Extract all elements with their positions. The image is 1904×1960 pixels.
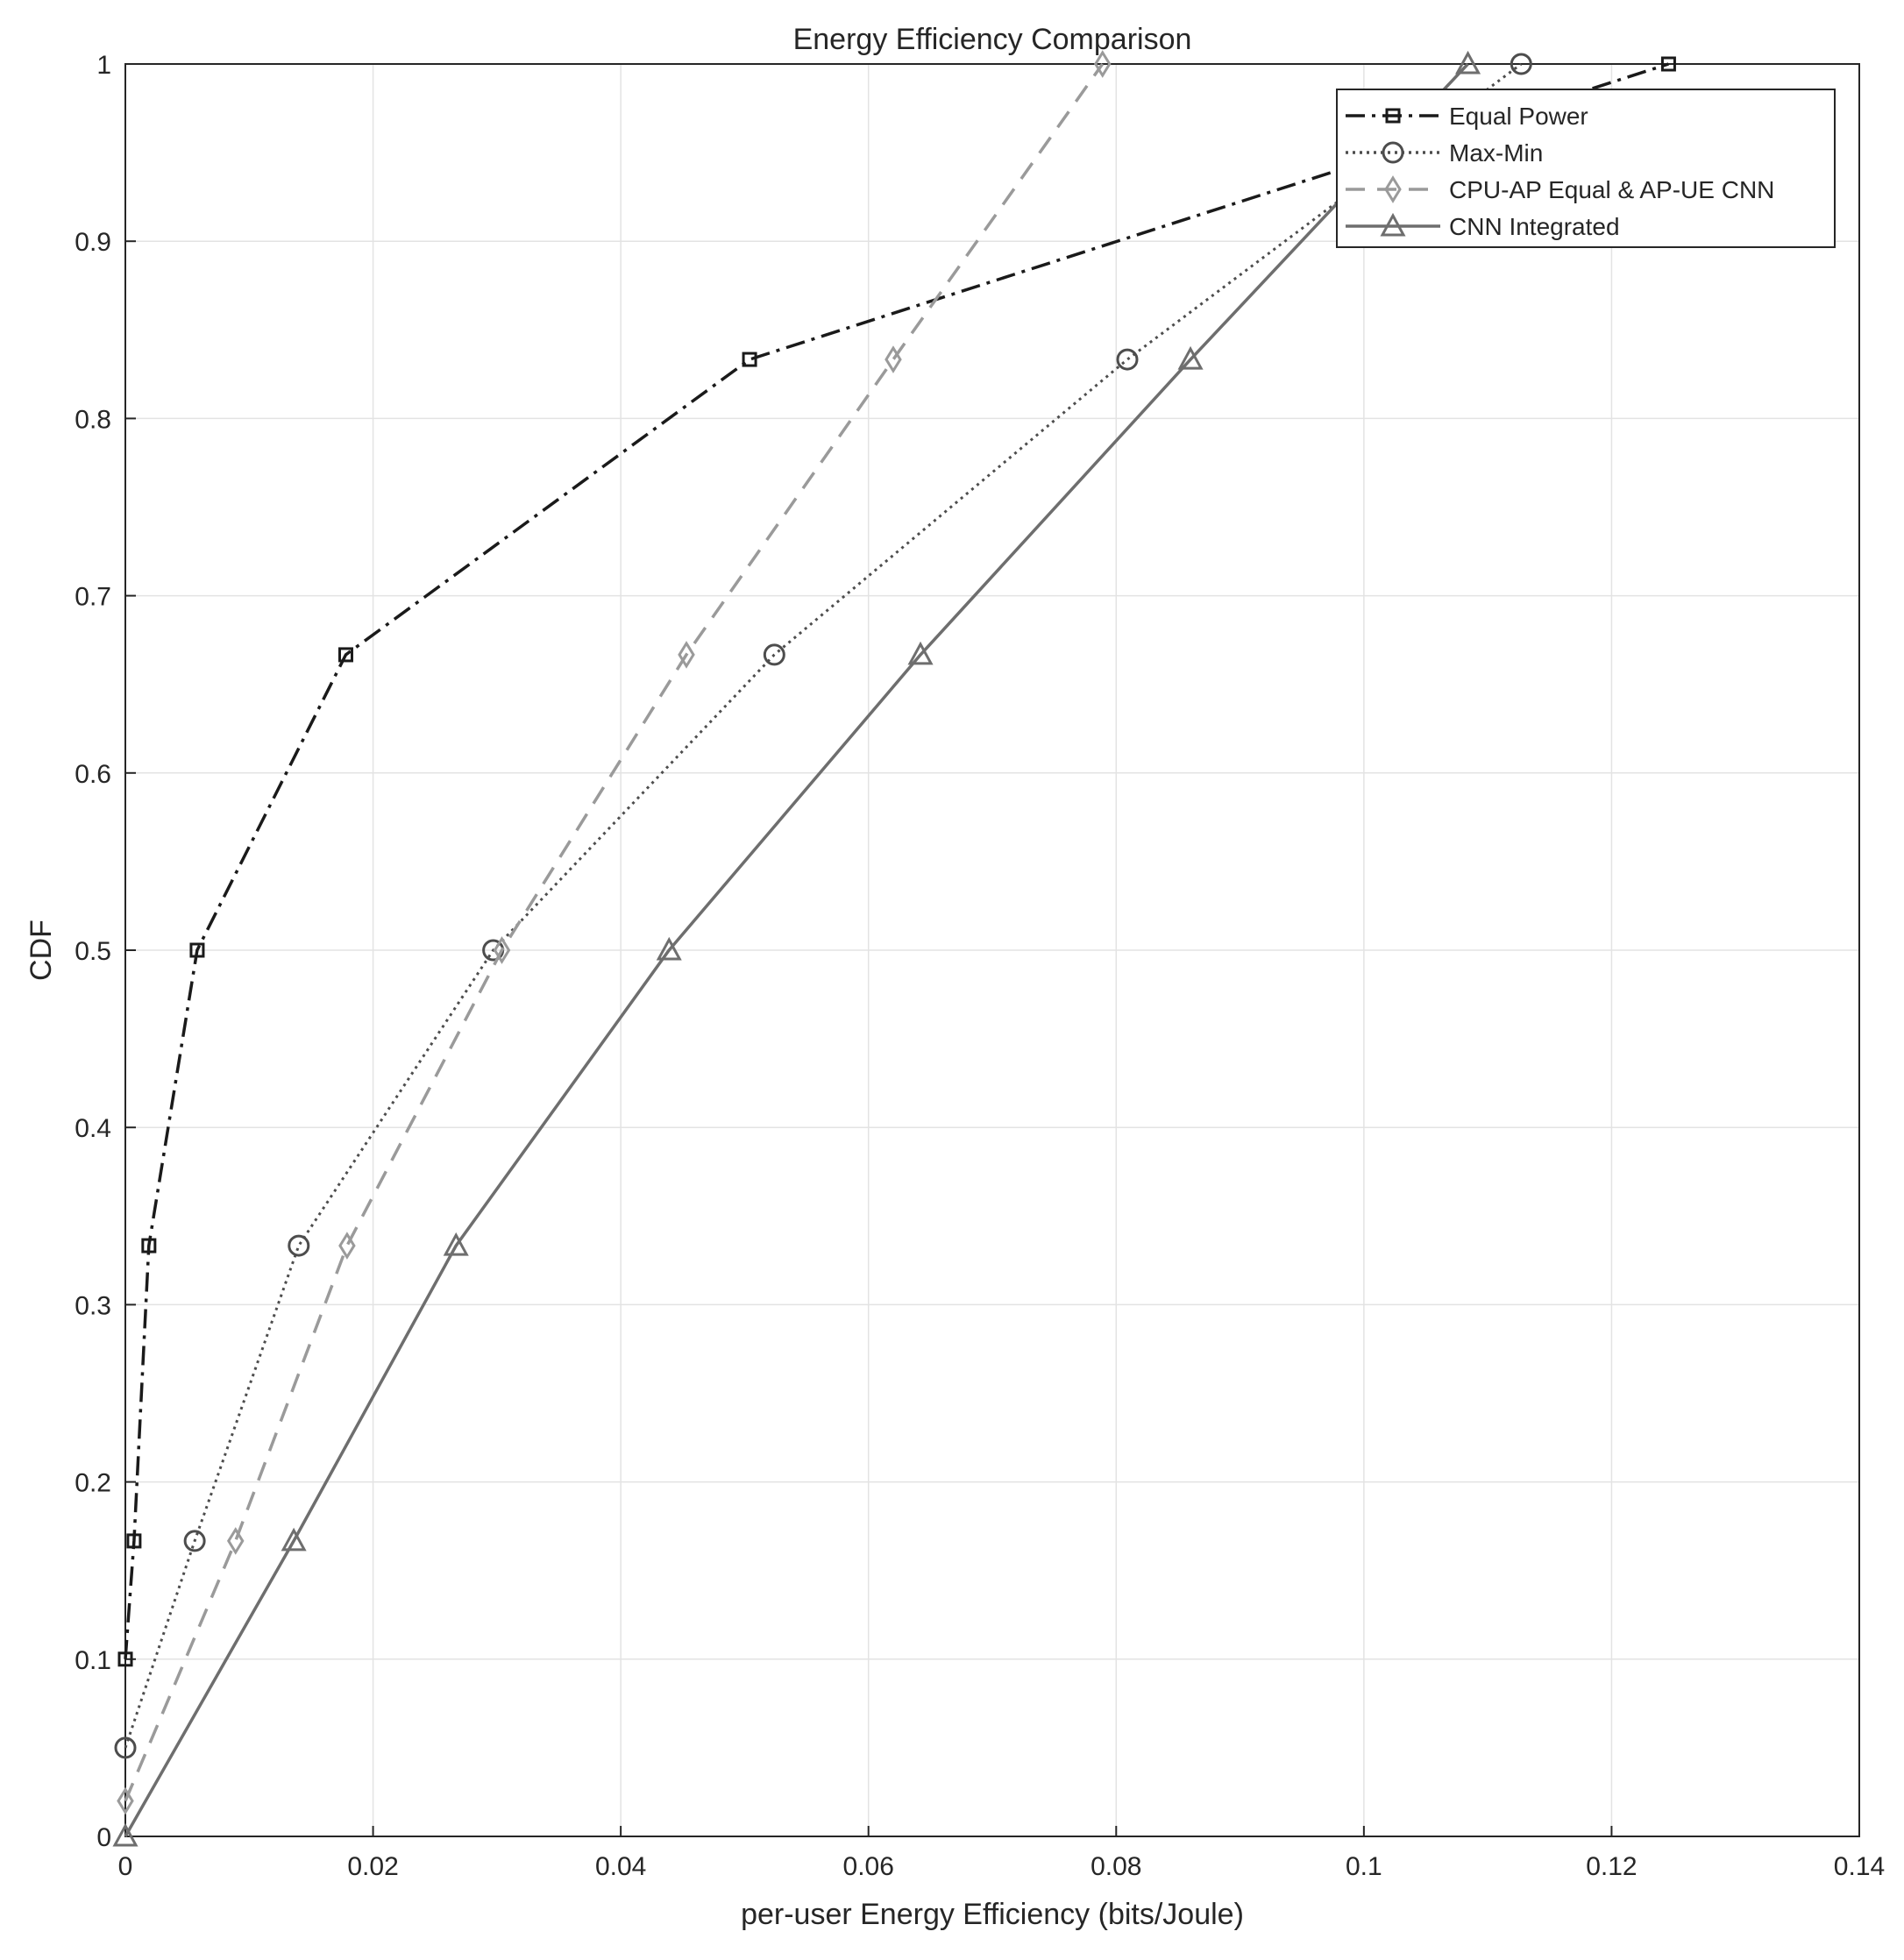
data-point-marker: [281, 1527, 307, 1552]
legend-marker: [1380, 212, 1406, 237]
series-line: [124, 62, 1469, 1837]
x-tick-label: 0.12: [1586, 1852, 1637, 1881]
series-diamond: [117, 50, 1112, 1815]
data-point-marker: [742, 352, 757, 367]
data-point-marker: [1455, 50, 1481, 75]
data-point-marker: [656, 936, 682, 961]
data-point-marker: [117, 1786, 134, 1815]
data-point-marker: [1093, 50, 1112, 78]
data-point-marker: [183, 1530, 206, 1552]
data-point-marker: [338, 1232, 356, 1260]
y-axis-label: CDF: [25, 920, 58, 981]
data-point-marker: [337, 647, 353, 663]
series-line: [124, 62, 1105, 1802]
series-square: [117, 56, 1676, 1667]
x-tick-label: 0: [118, 1852, 133, 1881]
series-line: [124, 62, 1523, 1749]
legend-item: Equal Power: [1346, 103, 1588, 130]
data-point-marker: [885, 345, 902, 373]
data-point-marker: [1116, 348, 1139, 371]
y-tick-label: 0.9: [75, 228, 111, 257]
series-triangle: [112, 50, 1481, 1847]
y-tick-label: 0.5: [75, 937, 111, 966]
data-point-marker: [678, 641, 695, 669]
legend-label: CPU-AP Equal & AP-UE CNN: [1449, 176, 1774, 203]
y-tick-label: 0.3: [75, 1291, 111, 1320]
legend-item: CNN Integrated: [1346, 212, 1620, 240]
data-point-marker: [288, 1234, 310, 1257]
data-point-marker: [114, 1736, 137, 1759]
data-point-marker: [1660, 56, 1676, 72]
y-tick-label: 1: [96, 51, 111, 80]
y-tick-label: 0.1: [75, 1646, 111, 1675]
series-line: [124, 62, 1669, 1659]
legend-marker: [1382, 141, 1404, 164]
legend-label: Equal Power: [1449, 103, 1588, 130]
legend-label: CNN Integrated: [1449, 213, 1620, 240]
y-tick-label: 0.7: [75, 583, 111, 612]
data-point-marker: [226, 1527, 245, 1555]
data-point-marker: [117, 1651, 133, 1667]
data-point-marker: [493, 936, 511, 964]
x-tick-label: 0.02: [347, 1852, 398, 1881]
y-tick-label: 0.6: [75, 760, 111, 789]
data-point-marker: [141, 1238, 157, 1253]
data-point-marker: [763, 643, 785, 666]
data-point-marker: [443, 1232, 469, 1256]
series-group: [112, 50, 1676, 1847]
legend-label: Max-Min: [1449, 139, 1543, 167]
data-point-marker: [189, 942, 205, 958]
data-point-marker: [112, 1822, 139, 1847]
x-tick-label: 0.08: [1091, 1852, 1141, 1881]
legend-item: Max-Min: [1346, 139, 1543, 167]
data-point-marker: [1177, 345, 1204, 370]
x-tick-label: 0.1: [1346, 1852, 1382, 1881]
plot-frame: [124, 63, 1860, 1837]
data-point-marker: [907, 641, 934, 665]
y-tick-label: 0.4: [75, 1114, 111, 1143]
y-tick-label: 0: [96, 1823, 111, 1852]
chart-title: Energy Efficiency Comparison: [793, 23, 1192, 56]
y-tick-label: 0.2: [75, 1469, 111, 1498]
x-tick-label: 0.14: [1834, 1852, 1885, 1881]
data-point-marker: [126, 1533, 142, 1549]
legend: Equal Power Max-Min CPU-AP Equal & AP-UE C…: [1336, 89, 1836, 248]
y-tick-label: 0.8: [75, 405, 111, 434]
legend-marker: [1385, 108, 1401, 124]
x-tick-label: 0.06: [843, 1852, 894, 1881]
data-point-marker: [1510, 53, 1532, 75]
x-tick-label: 0.04: [595, 1852, 646, 1881]
x-axis-label: per-user Energy Efficiency (bits/Joule): [741, 1898, 1244, 1931]
series-circle: [114, 53, 1532, 1759]
legend-marker: [1384, 175, 1402, 203]
legend-item: CPU-AP Equal & AP-UE CNN: [1346, 175, 1774, 203]
